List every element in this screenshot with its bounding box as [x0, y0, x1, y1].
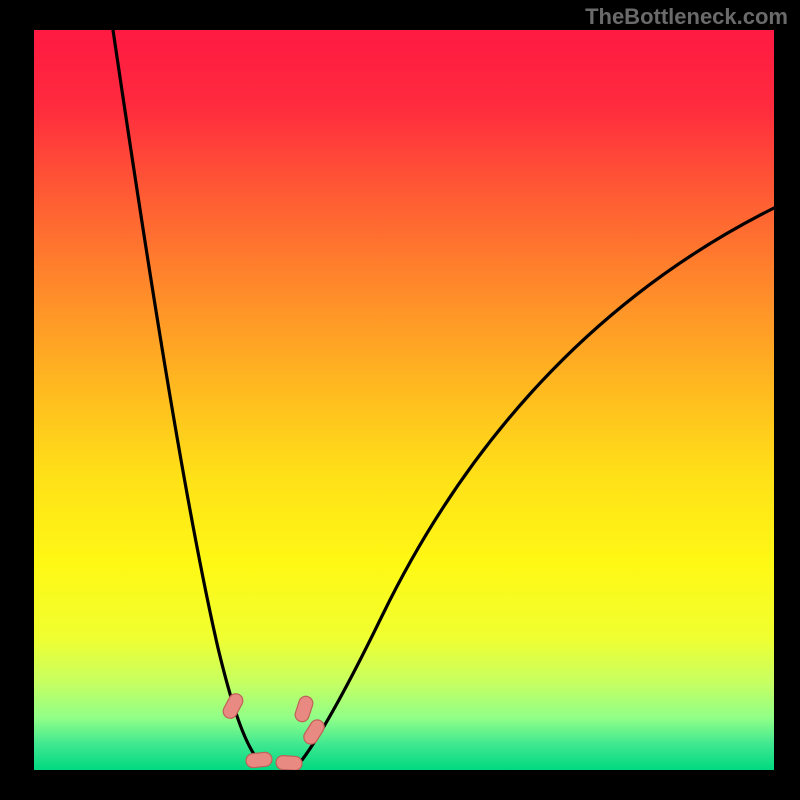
marker-capsule	[276, 755, 303, 771]
chart-svg	[0, 0, 800, 800]
chart-container: TheBottleneck.com	[0, 0, 800, 800]
marker-capsule	[245, 752, 272, 769]
plot-background-gradient	[34, 30, 774, 770]
watermark-text: TheBottleneck.com	[585, 4, 788, 30]
